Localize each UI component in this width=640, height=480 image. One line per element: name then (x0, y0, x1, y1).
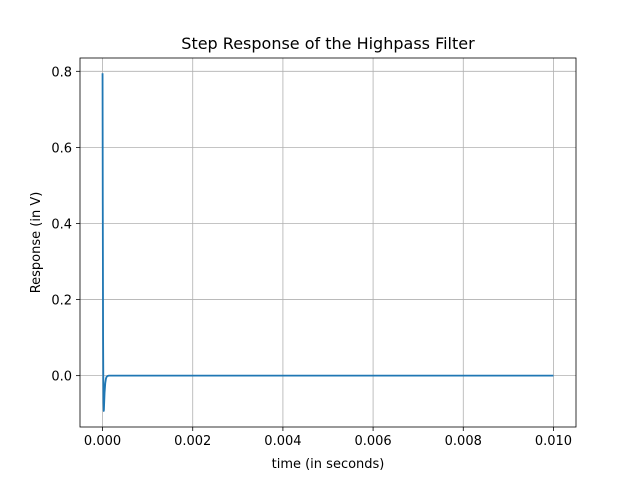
y-tick-label: 0.0 (51, 370, 72, 385)
x-tick-label: 0.000 (84, 434, 121, 449)
x-axis-label: time (in seconds) (272, 457, 385, 472)
response-line (101, 73, 554, 412)
x-tick-label: 0.004 (264, 434, 301, 449)
x-tick-label: 0.002 (174, 434, 211, 449)
x-tick-label: 0.010 (535, 434, 572, 449)
y-tick-label: 0.8 (51, 65, 72, 80)
chart-title: Step Response of the Highpass Filter (181, 34, 475, 53)
y-axis-label: Response (in V) (29, 192, 44, 294)
y-tick-label: 0.6 (51, 141, 72, 156)
x-axis-ticks: 0.000 0.002 0.004 0.006 0.008 0.010 (84, 427, 572, 449)
series-group (101, 73, 554, 412)
x-tick-label: 0.006 (354, 434, 391, 449)
y-tick-label: 0.2 (51, 294, 72, 309)
plot-frame (79, 57, 577, 428)
x-tick-label: 0.008 (445, 434, 482, 449)
y-axis-ticks: 0.0 0.2 0.4 0.6 0.8 (51, 65, 80, 385)
y-tick-label: 0.4 (51, 217, 72, 232)
